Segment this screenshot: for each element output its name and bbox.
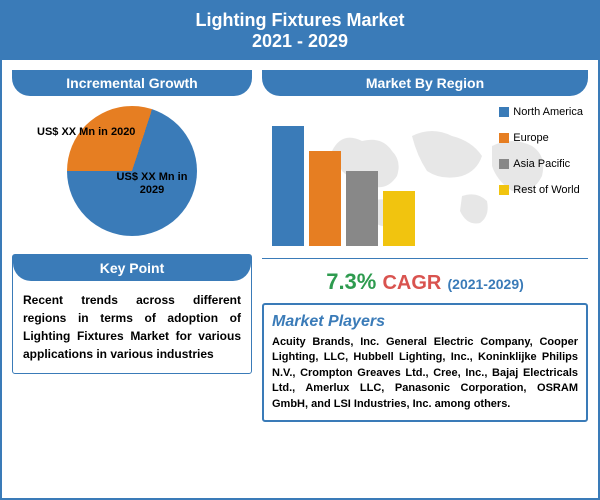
header-title: Lighting Fixtures Market [2,10,598,31]
pie-label-2020: US$ XX Mn in 2020 [37,126,135,139]
cagr-years: (2021-2029) [448,276,524,292]
legend-label: Asia Pacific [513,158,570,170]
region-legend: North America Europe Asia Pacific Rest of W… [499,106,583,210]
legend-swatch [499,107,509,117]
pie-chart: US$ XX Mn in 2020 US$ XX Mn in 2029 [12,96,252,246]
bar [383,191,415,246]
keypoint-title: Key Point [13,255,251,281]
cagr-label: CAGR [382,272,441,294]
incremental-title: Incremental Growth [12,70,252,96]
bars [272,116,415,246]
legend-swatch [499,185,509,195]
pie-label-2029: US$ XX Mn in 2029 [107,171,197,197]
legend-item: Rest of World [499,184,583,196]
keypoint-section: Key Point Recent trends across different… [12,254,252,374]
main-header: Lighting Fixtures Market 2021 - 2029 [2,2,598,60]
keypoint-text: Recent trends across different regions i… [13,281,251,373]
divider [262,258,588,259]
bar [272,126,304,246]
players-section: Market Players Acuity Brands, Inc. Gener… [262,303,588,422]
bar [309,151,341,246]
legend-label: Rest of World [513,184,579,196]
content-area: Incremental Growth US$ XX Mn in 2020 US$… [2,60,598,496]
legend-swatch [499,133,509,143]
legend-item: Europe [499,132,583,144]
region-section: Market By Region North America Europe Asia… [262,70,588,261]
incremental-growth-section: Incremental Growth US$ XX Mn in 2020 US$… [12,70,252,246]
legend-swatch [499,159,509,169]
region-title: Market By Region [262,70,588,96]
right-column: Market By Region North America Europe Asia… [262,70,588,486]
players-title: Market Players [272,313,578,331]
header-years: 2021 - 2029 [2,31,598,52]
legend-label: North America [513,106,583,118]
left-column: Incremental Growth US$ XX Mn in 2020 US$… [12,70,252,486]
legend-label: Europe [513,132,548,144]
legend-item: Asia Pacific [499,158,583,170]
cagr-display: 7.3% CAGR (2021-2029) [262,269,588,295]
players-text: Acuity Brands, Inc. General Electric Com… [272,335,578,412]
bar [346,171,378,246]
legend-item: North America [499,106,583,118]
cagr-percent: 7.3% [326,269,376,294]
region-chart: North America Europe Asia Pacific Rest of W… [262,96,588,256]
